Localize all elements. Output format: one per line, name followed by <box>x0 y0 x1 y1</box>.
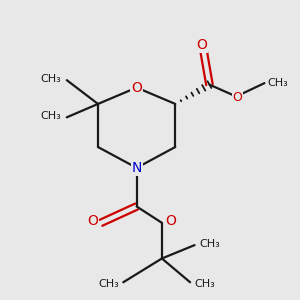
Text: CH₃: CH₃ <box>199 238 220 249</box>
Text: CH₃: CH₃ <box>40 111 61 121</box>
Text: CH₃: CH₃ <box>40 74 61 84</box>
Text: O: O <box>196 38 208 52</box>
Text: N: N <box>131 161 142 175</box>
Text: O: O <box>131 81 142 94</box>
Text: CH₃: CH₃ <box>195 279 215 289</box>
Text: CH₃: CH₃ <box>267 78 288 88</box>
Text: O: O <box>165 214 176 228</box>
Text: CH₃: CH₃ <box>98 279 119 289</box>
Text: O: O <box>87 214 98 228</box>
Text: O: O <box>233 92 243 104</box>
